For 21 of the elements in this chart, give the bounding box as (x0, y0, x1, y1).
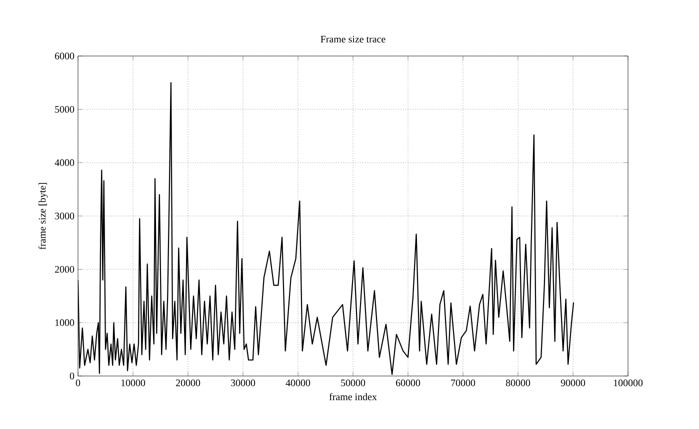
x-tick-label: 0 (76, 380, 80, 386)
x-tick-label: 20000 (176, 380, 200, 386)
x-tick-label: 50000 (341, 380, 366, 386)
x-tick-label: 30000 (231, 380, 256, 386)
x-tick-label: 70000 (451, 380, 476, 386)
y-tick-label: 2000 (55, 266, 74, 273)
y-tick-label: 1000 (55, 319, 74, 326)
y-tick-label: 4000 (54, 159, 74, 166)
y-tick-label: 5000 (55, 106, 74, 113)
x-axis-title: frame index (329, 393, 377, 400)
x-tick-label: 100000 (614, 380, 643, 386)
y-axis-title: frame size [byte] (38, 182, 48, 250)
x-tick-label: 60000 (396, 380, 420, 386)
x-tick-label: 10000 (121, 380, 146, 386)
chart-title: Frame size trace (320, 36, 386, 42)
y-tick-label: 0 (70, 372, 74, 380)
x-tick-label: 90000 (560, 380, 586, 386)
y-tick-label: 6000 (54, 52, 74, 60)
x-tick-label: 40000 (286, 380, 310, 386)
y-tick-label: 3000 (55, 212, 74, 220)
x-tick-label: 80000 (506, 380, 530, 386)
